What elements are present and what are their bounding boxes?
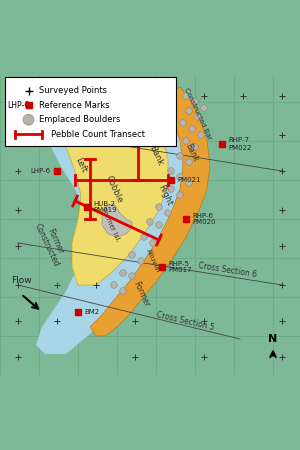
Polygon shape: [102, 204, 132, 237]
Text: N: N: [268, 333, 278, 343]
Circle shape: [168, 186, 174, 192]
Text: Bank: Bank: [184, 142, 200, 164]
Circle shape: [186, 159, 192, 165]
Text: LHP-6: LHP-6: [8, 101, 30, 110]
Text: Flow: Flow: [11, 276, 31, 285]
Circle shape: [168, 168, 174, 174]
Text: Emplaced Boulders: Emplaced Boulders: [39, 115, 120, 124]
Circle shape: [156, 204, 162, 210]
Text: BM2: BM2: [85, 309, 100, 315]
Circle shape: [183, 138, 189, 144]
Polygon shape: [60, 87, 168, 285]
Circle shape: [192, 99, 198, 105]
Circle shape: [198, 132, 204, 138]
Text: PM021: PM021: [178, 177, 201, 183]
Circle shape: [120, 288, 126, 294]
Text: Former: Former: [131, 280, 151, 308]
Circle shape: [177, 153, 183, 159]
Circle shape: [120, 270, 126, 276]
Text: Left: Left: [74, 156, 88, 174]
Text: Bank: Bank: [147, 144, 165, 167]
Text: Pebble Count Transect: Pebble Count Transect: [51, 130, 145, 139]
Circle shape: [165, 210, 171, 216]
Polygon shape: [36, 78, 204, 354]
Circle shape: [186, 108, 192, 114]
Text: RHP-5
PM017: RHP-5 PM017: [169, 261, 192, 274]
Text: Former Isl.: Former Isl.: [100, 207, 122, 243]
Circle shape: [23, 114, 34, 125]
Circle shape: [129, 273, 135, 279]
Circle shape: [189, 126, 195, 132]
Text: RHP-7
PM022: RHP-7 PM022: [229, 138, 252, 150]
Circle shape: [111, 282, 117, 288]
Text: Right: Right: [156, 183, 174, 207]
Text: Cross Section 6: Cross Section 6: [198, 261, 258, 279]
FancyBboxPatch shape: [4, 76, 175, 145]
Text: Cobble: Cobble: [104, 174, 124, 204]
Circle shape: [192, 144, 198, 150]
Text: RHP-6
PM020: RHP-6 PM020: [193, 212, 216, 225]
Circle shape: [147, 219, 153, 225]
Circle shape: [195, 114, 201, 120]
Circle shape: [150, 240, 156, 246]
Circle shape: [141, 234, 147, 240]
Circle shape: [177, 174, 183, 180]
Circle shape: [180, 120, 186, 126]
Text: Bar: Bar: [122, 126, 136, 144]
Text: LHP-6: LHP-6: [30, 168, 50, 174]
Circle shape: [156, 222, 162, 228]
Text: Cross Section 7: Cross Section 7: [45, 126, 105, 144]
Circle shape: [201, 105, 207, 111]
Text: HUB-2
PM019: HUB-2 PM019: [94, 201, 117, 213]
Text: Surveyed Points: Surveyed Points: [39, 86, 107, 95]
Circle shape: [129, 252, 135, 258]
Circle shape: [186, 180, 192, 186]
Text: Former
Constructed: Former Constructed: [32, 218, 70, 268]
Polygon shape: [90, 87, 210, 336]
Text: Constructed Bar: Constructed Bar: [183, 87, 213, 141]
Text: Alluvial: Alluvial: [145, 248, 161, 274]
Circle shape: [138, 258, 144, 264]
Text: Reference Marks: Reference Marks: [39, 101, 110, 110]
Circle shape: [177, 192, 183, 198]
Circle shape: [183, 93, 189, 99]
Text: Cross Section 5: Cross Section 5: [156, 310, 215, 332]
